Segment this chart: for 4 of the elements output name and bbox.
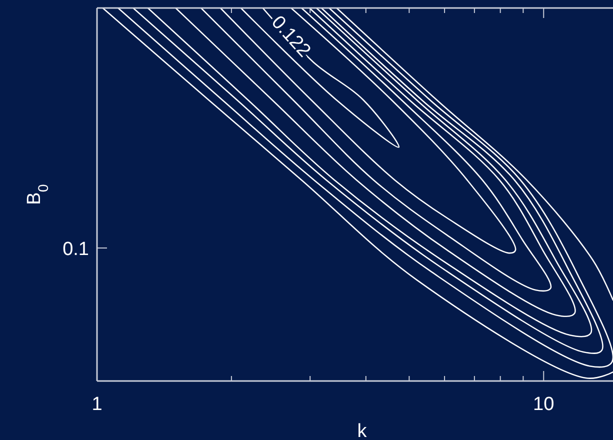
x-tick-label: 1 bbox=[92, 394, 102, 415]
x-axis-title: k bbox=[357, 421, 368, 440]
x-tick-label: 10 bbox=[533, 394, 554, 415]
text: 0.1 bbox=[62, 239, 89, 260]
